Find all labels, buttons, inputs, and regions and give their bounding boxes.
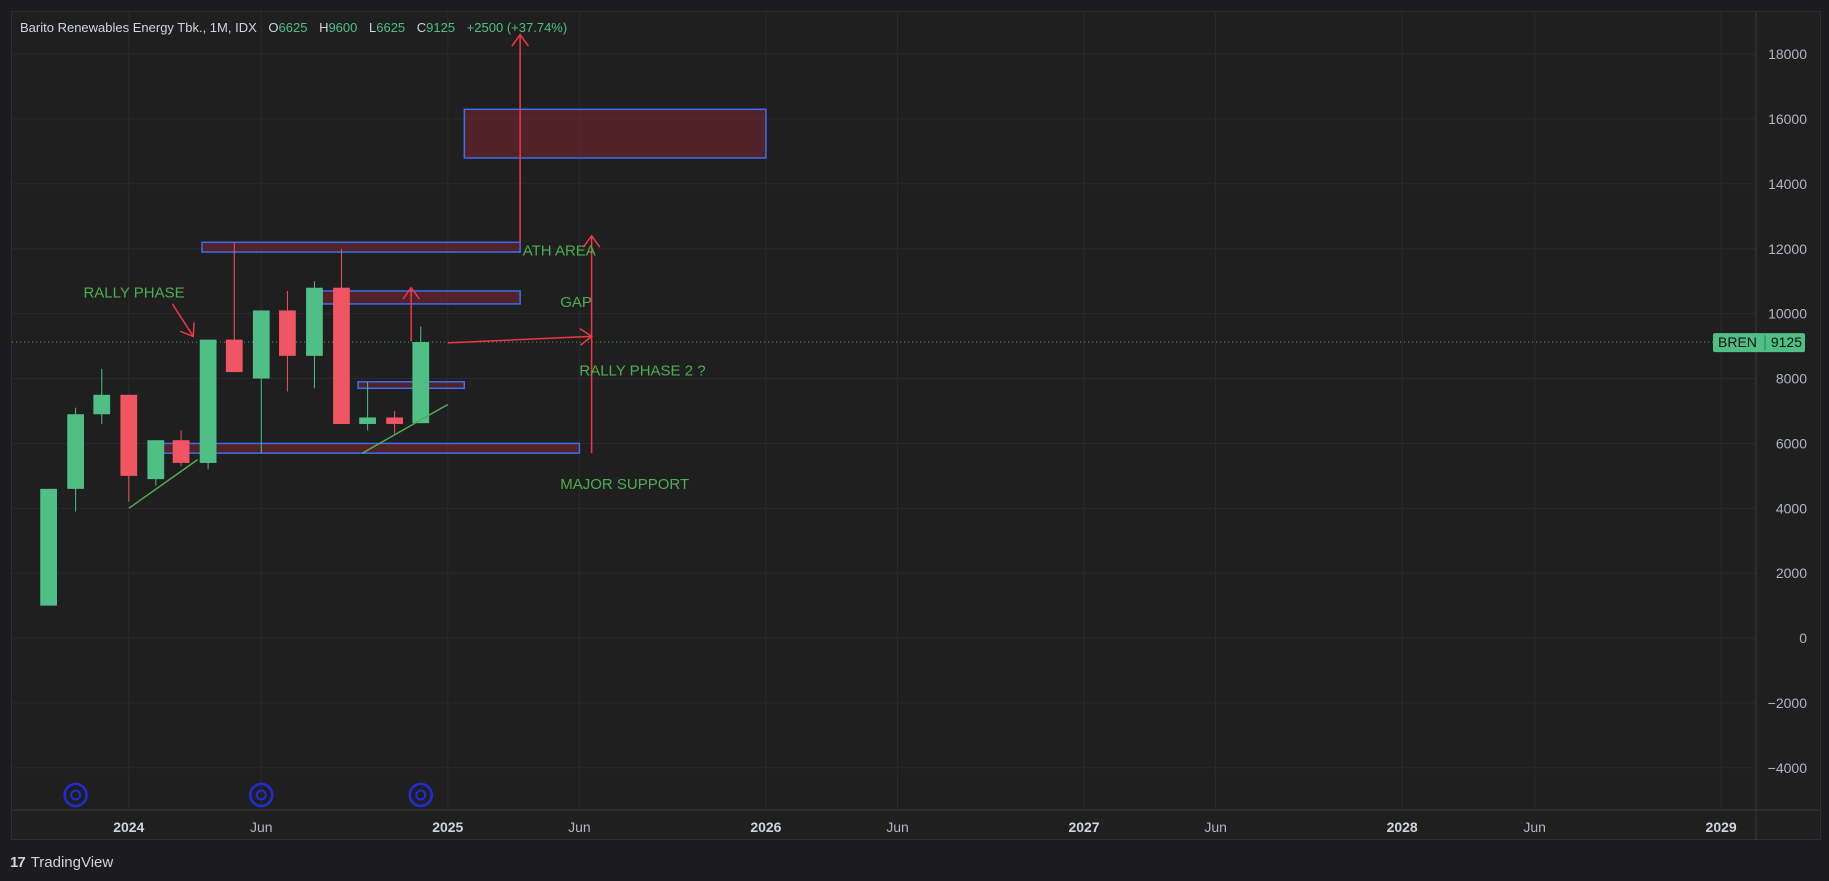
candle-body[interactable]: [412, 342, 430, 424]
open-value: 6625: [278, 20, 308, 35]
price-tick-label: 6000: [1776, 435, 1807, 451]
close-value: 9125: [426, 20, 456, 35]
price-tick-label: −4000: [1768, 760, 1808, 776]
arrow-head-icon: [511, 33, 529, 47]
price-tick-label: 18000: [1768, 46, 1807, 62]
arrow-head-icon: [579, 328, 593, 346]
trend-line-0[interactable]: [128, 459, 199, 509]
arrow-head-icon: [402, 286, 421, 300]
candle-body[interactable]: [93, 394, 111, 415]
candle-body[interactable]: [40, 488, 57, 606]
candle-body[interactable]: [279, 310, 296, 356]
candle-body[interactable]: [120, 394, 138, 476]
price-tag-bg: [1713, 333, 1805, 353]
arrow-line-4[interactable]: [171, 303, 194, 337]
low-label: L: [369, 20, 377, 35]
time-tick-label: 2027: [1068, 819, 1099, 835]
annotation-label[interactable]: ATH AREA: [523, 242, 596, 259]
time-tick-label: Jun: [1204, 819, 1227, 835]
zone-box-1[interactable]: [201, 241, 521, 253]
price-tick-label: −2000: [1768, 695, 1808, 711]
arrow-head-icon: [582, 234, 601, 248]
price-tick-label: 2000: [1776, 565, 1807, 581]
time-tick-label: Jun: [568, 819, 591, 835]
annotation-label[interactable]: GAP: [560, 294, 592, 311]
time-tick-label: 2024: [113, 819, 144, 835]
dividend-marker-icon[interactable]: [249, 782, 274, 808]
chart-pane[interactable]: [11, 11, 1821, 840]
close-label: C: [416, 20, 427, 35]
time-tick-label: Jun: [886, 819, 909, 835]
candle-body[interactable]: [225, 339, 243, 373]
dividend-marker-inner: [70, 789, 82, 801]
candle-body[interactable]: [252, 310, 270, 379]
zone-box-0[interactable]: [463, 108, 767, 159]
zone-box-3[interactable]: [357, 381, 466, 390]
high-value: 9600: [328, 20, 358, 35]
change-value: +2500 (+37.74%): [466, 20, 568, 35]
low-value: 6625: [376, 20, 406, 35]
dividend-marker-icon[interactable]: [63, 782, 88, 808]
footer: 17 TradingView: [10, 851, 113, 873]
annotation-label[interactable]: RALLY PHASE: [83, 284, 184, 301]
trend-line-1[interactable]: [361, 403, 449, 454]
time-tick-label: Jun: [250, 819, 273, 835]
dividend-marker-inner: [415, 789, 427, 801]
chart-title[interactable]: Barito Renewables Energy Tbk., 1M, IDX: [20, 20, 257, 35]
time-tick-label: 2029: [1706, 819, 1737, 835]
time-tick-label: 2025: [432, 819, 463, 835]
time-tick-label: 2026: [750, 819, 781, 835]
open-label: O: [268, 20, 279, 35]
price-tick-label: 4000: [1776, 500, 1807, 516]
candle-body[interactable]: [333, 287, 350, 424]
price-tick-label: 0: [1799, 630, 1807, 646]
candle-body[interactable]: [306, 287, 323, 356]
price-tag-symbol: BREN: [1718, 334, 1757, 350]
arrow-head-icon: [179, 322, 195, 338]
candle-body[interactable]: [386, 417, 403, 424]
candle-body[interactable]: [199, 339, 217, 463]
price-tick-label: 14000: [1768, 176, 1807, 192]
high-label: H: [319, 20, 329, 35]
dividend-marker-icon[interactable]: [408, 782, 434, 808]
candle-body[interactable]: [359, 417, 376, 424]
brand-name[interactable]: TradingView: [30, 853, 114, 871]
price-tag-value: 9125: [1771, 334, 1802, 350]
time-tick-label: 2028: [1387, 819, 1418, 835]
tradingview-logo-icon[interactable]: 17: [10, 853, 26, 871]
annotation-label[interactable]: MAJOR SUPPORT: [560, 476, 689, 493]
price-tick-label: 16000: [1768, 111, 1807, 127]
zone-box-2[interactable]: [321, 290, 521, 305]
price-tick-label: 8000: [1776, 371, 1807, 387]
candle-body[interactable]: [67, 414, 84, 489]
time-tick-label: Jun: [1523, 819, 1546, 835]
arrow-line-3[interactable]: [447, 335, 592, 344]
dividend-marker-inner: [255, 789, 267, 801]
annotation-label[interactable]: RALLY PHASE 2 ?: [579, 362, 705, 379]
candle-body[interactable]: [147, 440, 165, 480]
symbol-legend[interactable]: Barito Renewables Energy Tbk., 1M, IDX O…: [20, 20, 567, 35]
price-tick-label: 12000: [1768, 241, 1807, 257]
candle-body[interactable]: [172, 440, 190, 463]
price-tick-label: 10000: [1768, 306, 1807, 322]
